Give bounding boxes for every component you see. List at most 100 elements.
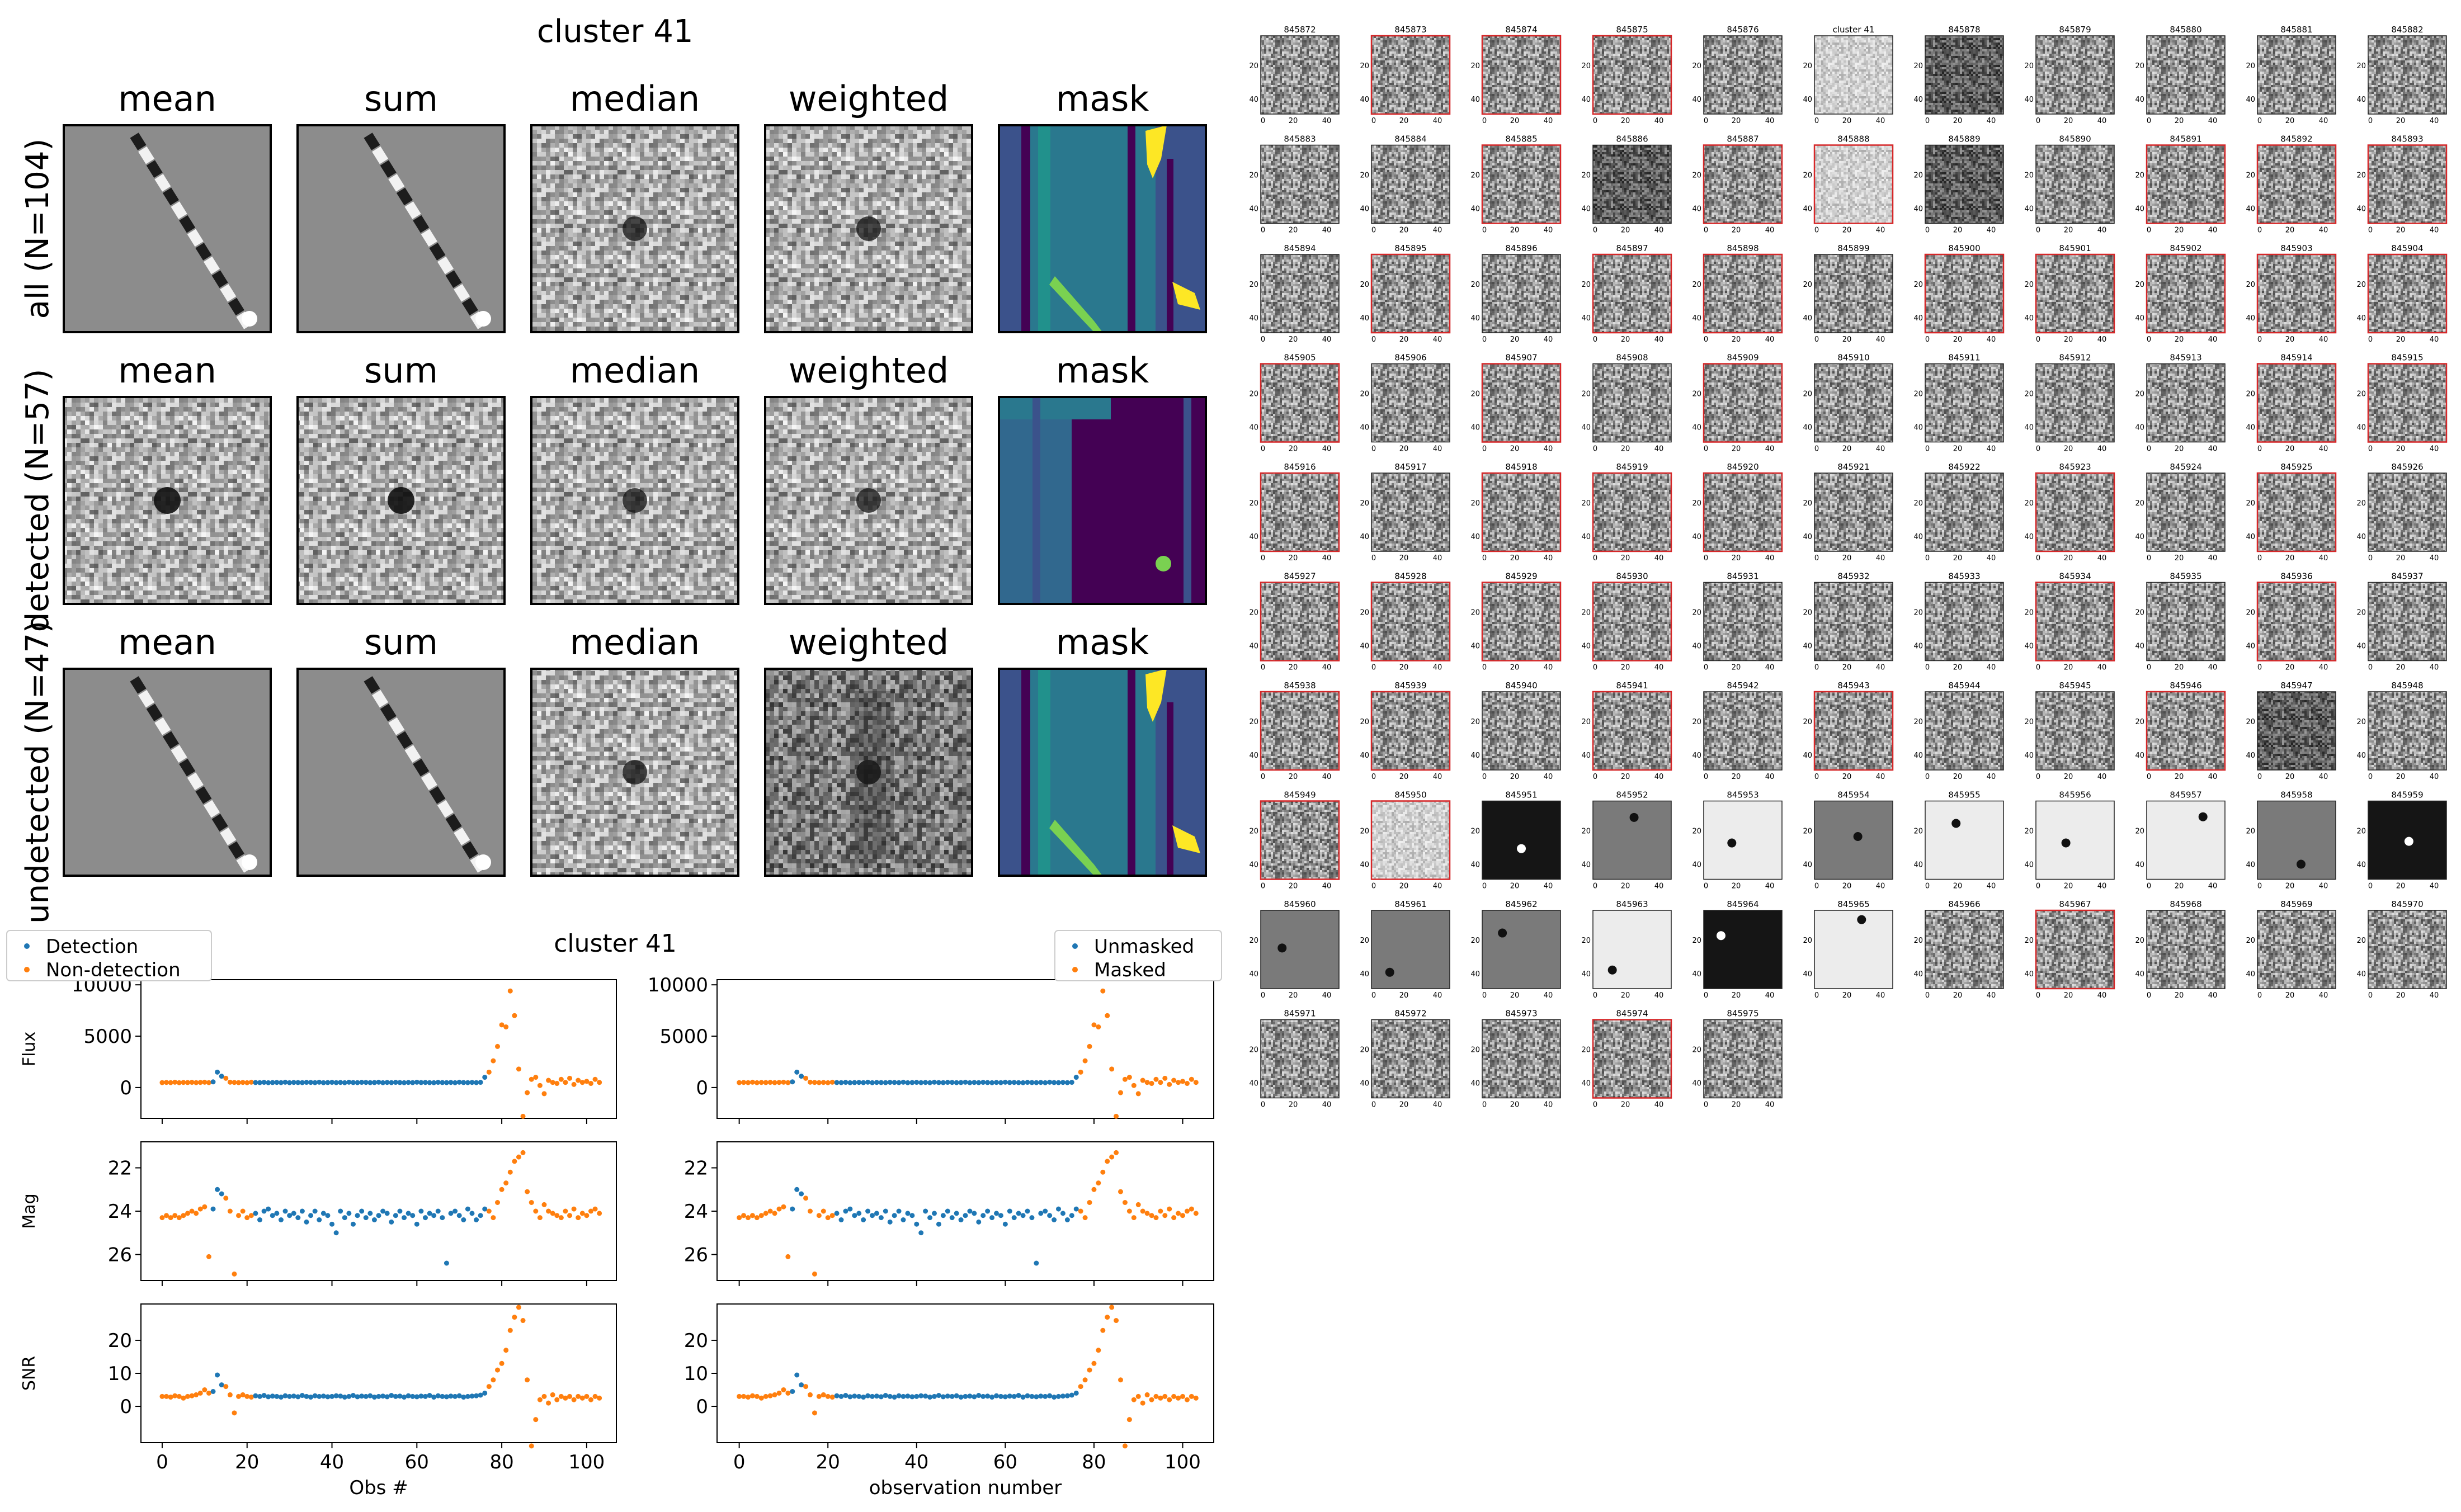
data-point xyxy=(248,1213,254,1218)
data-point xyxy=(1007,1080,1012,1085)
cutout-xtick: 0 xyxy=(1814,336,1819,344)
cutout-frame xyxy=(1260,472,1340,552)
data-point xyxy=(967,1080,973,1085)
streak-segment xyxy=(445,814,462,831)
data-point xyxy=(794,1187,800,1192)
cutout-image xyxy=(1925,254,2003,333)
data-point xyxy=(563,1208,568,1214)
cutout-xtick: 40 xyxy=(2097,445,2107,453)
cutout-xtick: 20 xyxy=(1621,336,1630,344)
cutout-frame xyxy=(2146,472,2226,552)
cutout-id: 845923 xyxy=(2059,462,2091,472)
data-point xyxy=(865,1208,871,1214)
data-point xyxy=(749,1393,755,1398)
data-point xyxy=(448,1211,454,1216)
cutout-xtick: 40 xyxy=(1765,664,1775,672)
cutout-ytick: 20 xyxy=(1470,937,1480,945)
data-point xyxy=(1082,1058,1088,1064)
cutout-image xyxy=(1371,910,1450,989)
data-point xyxy=(1184,1208,1190,1214)
data-point xyxy=(976,1219,982,1225)
data-point xyxy=(533,1075,539,1080)
data-point xyxy=(808,1208,813,1214)
cutout-frame xyxy=(2367,144,2448,224)
cutout-xtick: 40 xyxy=(2097,226,2107,235)
cutout-xtick: 0 xyxy=(1704,336,1708,344)
cutout-id: 845912 xyxy=(2059,353,2091,363)
cutout-xtick: 0 xyxy=(2368,991,2373,1000)
data-point xyxy=(435,1208,441,1214)
cutout-xtick: 20 xyxy=(1732,336,1741,344)
cutout-ytick: 20 xyxy=(1581,281,1591,289)
data-point xyxy=(878,1080,884,1085)
axes-frame xyxy=(716,1303,1214,1443)
streak-segment xyxy=(138,689,155,708)
cutout-ytick: 20 xyxy=(1249,718,1258,726)
cutout-xtick: 0 xyxy=(2036,882,2040,891)
cutout-frame xyxy=(1371,472,1450,552)
data-point xyxy=(825,1215,831,1221)
cutout-xtick: 0 xyxy=(2036,664,2040,672)
cutout-xtick: 40 xyxy=(1544,882,1553,891)
data-point xyxy=(546,1078,551,1083)
cutout-id: 845922 xyxy=(1948,462,1980,472)
cutout-xtick: 40 xyxy=(1544,554,1553,563)
data-point xyxy=(181,1080,186,1085)
cutout-xtick: 20 xyxy=(1732,1101,1741,1109)
cutout-ytick: 40 xyxy=(1360,1080,1369,1088)
data-point xyxy=(1087,1200,1092,1205)
cutout-xtick: 20 xyxy=(1621,773,1630,781)
cutout-xtick: 20 xyxy=(1732,664,1741,672)
data-point xyxy=(410,1393,416,1399)
data-point xyxy=(355,1213,360,1218)
y-tick-label: 26 xyxy=(684,1244,708,1267)
cutout-ytick: 20 xyxy=(1360,172,1369,180)
cutout-xtick: 40 xyxy=(2208,117,2218,125)
cutout-xtick: 40 xyxy=(1654,554,1664,563)
stack-frame xyxy=(998,124,1207,333)
cutout-ytick: 20 xyxy=(1803,499,1812,508)
cutout-id: 845880 xyxy=(2170,25,2201,35)
data-point xyxy=(223,1196,229,1201)
cutout-id: 845965 xyxy=(1837,899,1869,909)
x-tick-label: 0 xyxy=(156,1451,168,1473)
cutout-id: 845918 xyxy=(1505,462,1537,472)
data-point xyxy=(172,1393,178,1398)
data-point xyxy=(257,1393,262,1399)
data-point xyxy=(194,1392,199,1397)
cutout-xtick: 20 xyxy=(1289,226,1298,235)
data-point xyxy=(554,1213,560,1218)
data-point xyxy=(189,1393,195,1398)
cutout-xtick: 40 xyxy=(1765,117,1775,125)
cutout-ytick: 20 xyxy=(1470,390,1480,399)
cutout-xtick: 40 xyxy=(1544,991,1553,1000)
cutout-id: 845926 xyxy=(2391,462,2423,472)
cutout-xtick: 0 xyxy=(2147,554,2151,563)
data-point xyxy=(883,1393,888,1398)
cutout-image xyxy=(1482,363,1560,442)
cutout-ytick: 40 xyxy=(1470,752,1480,760)
data-point xyxy=(1131,1215,1137,1221)
data-point xyxy=(554,1397,560,1402)
cutout-xtick: 40 xyxy=(1322,664,1332,672)
cutout-ytick: 40 xyxy=(1803,970,1812,979)
cutout-ytick: 40 xyxy=(2024,424,2034,432)
data-point xyxy=(584,1393,590,1399)
data-point xyxy=(338,1080,343,1085)
cutout-xtick: 0 xyxy=(1261,882,1265,891)
cutout-ytick: 40 xyxy=(1581,314,1591,323)
data-point xyxy=(799,1191,804,1197)
cutout-image xyxy=(2036,582,2114,661)
streak-segment xyxy=(138,146,155,164)
cutout-ytick: 20 xyxy=(1360,1046,1369,1055)
data-point xyxy=(414,1394,419,1400)
cutout-image xyxy=(2147,36,2225,114)
